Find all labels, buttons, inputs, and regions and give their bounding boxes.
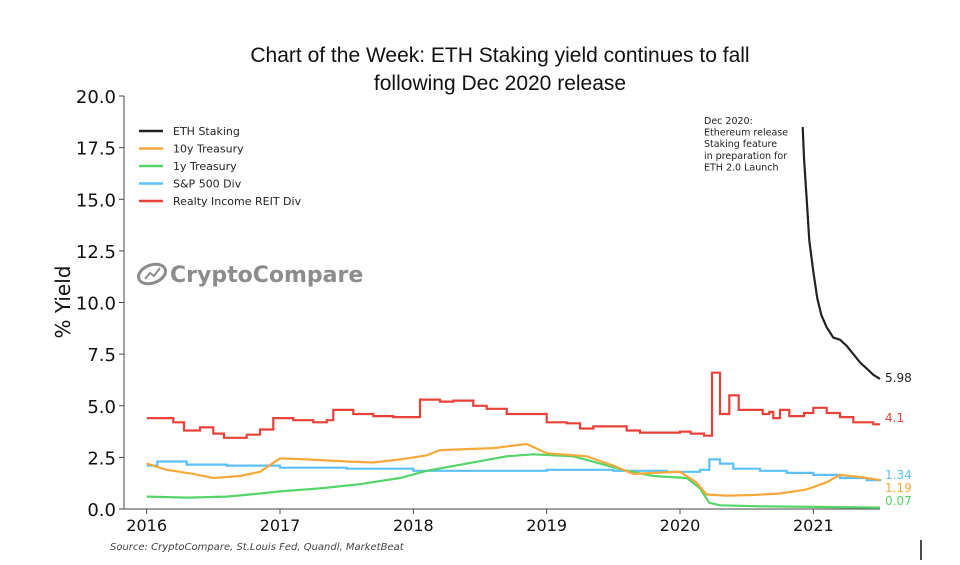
x-tick-label: 2019 bbox=[526, 516, 567, 535]
legend-label-10y-treasury: 10y Treasury bbox=[173, 143, 244, 156]
series-line-10y-treasury bbox=[146, 442, 881, 497]
annotation-line: Staking feature bbox=[704, 139, 777, 150]
end-label-s-p-500-div: 1.34 bbox=[885, 468, 912, 482]
y-tick-label: 12.5 bbox=[76, 242, 116, 263]
y-tick-label: 17.5 bbox=[76, 139, 116, 160]
cryptocompare-watermark: CryptoCompare bbox=[136, 262, 363, 288]
y-axis-label: % Yield bbox=[51, 266, 75, 339]
y-tick-label: 20.0 bbox=[76, 87, 116, 108]
series-line-1y-treasury bbox=[146, 453, 881, 509]
annotation-line: Ethereum release bbox=[704, 128, 788, 139]
logo-icon bbox=[136, 262, 168, 286]
chart-subtitle: following Dec 2020 release bbox=[374, 72, 626, 95]
end-label-realty-income-reit-div: 4.1 bbox=[885, 411, 904, 425]
y-tick-label: 5.0 bbox=[87, 397, 116, 418]
x-tick-label: 2020 bbox=[660, 516, 701, 535]
end-label-10y-treasury: 1.19 bbox=[885, 481, 912, 495]
annotation-line: ETH 2.0 Launch bbox=[704, 162, 779, 173]
y-tick-label: 0.0 bbox=[87, 500, 116, 521]
x-tick-label: 2021 bbox=[793, 516, 834, 535]
x-tick-label: 2016 bbox=[126, 516, 167, 535]
y-tick-label: 2.5 bbox=[87, 448, 116, 469]
end-label-eth-staking: 5.98 bbox=[885, 371, 912, 385]
y-tick-label: 15.0 bbox=[76, 190, 116, 211]
annotation-line: Dec 2020: bbox=[704, 116, 753, 127]
series-line-s-p-500-div bbox=[146, 458, 882, 482]
x-tick-label: 2017 bbox=[260, 516, 301, 535]
legend-label-realty-income-reit-div: Realty Income REIT Div bbox=[173, 195, 302, 208]
watermark-text: CryptoCompare bbox=[170, 263, 363, 288]
series-line-eth-staking bbox=[801, 126, 881, 380]
x-tick-label: 2018 bbox=[393, 516, 434, 535]
series-line-realty-income-reit-div bbox=[146, 371, 880, 439]
source-note: Source: CryptoCompare, St.Louis Fed, Qua… bbox=[110, 542, 405, 553]
y-tick-label: 10.0 bbox=[76, 294, 116, 315]
chart-title: Chart of the Week: ETH Staking yield con… bbox=[250, 44, 749, 67]
legend-label-eth-staking: ETH Staking bbox=[173, 125, 240, 138]
annotation-line: in preparation for bbox=[704, 151, 787, 162]
legend-label-s-p-500-div: S&P 500 Div bbox=[173, 178, 242, 191]
end-label-1y-treasury: 0.07 bbox=[885, 494, 912, 508]
y-tick-label: 7.5 bbox=[87, 345, 116, 366]
logo-chart-icon bbox=[144, 267, 161, 280]
legend-label-1y-treasury: 1y Treasury bbox=[173, 160, 237, 173]
